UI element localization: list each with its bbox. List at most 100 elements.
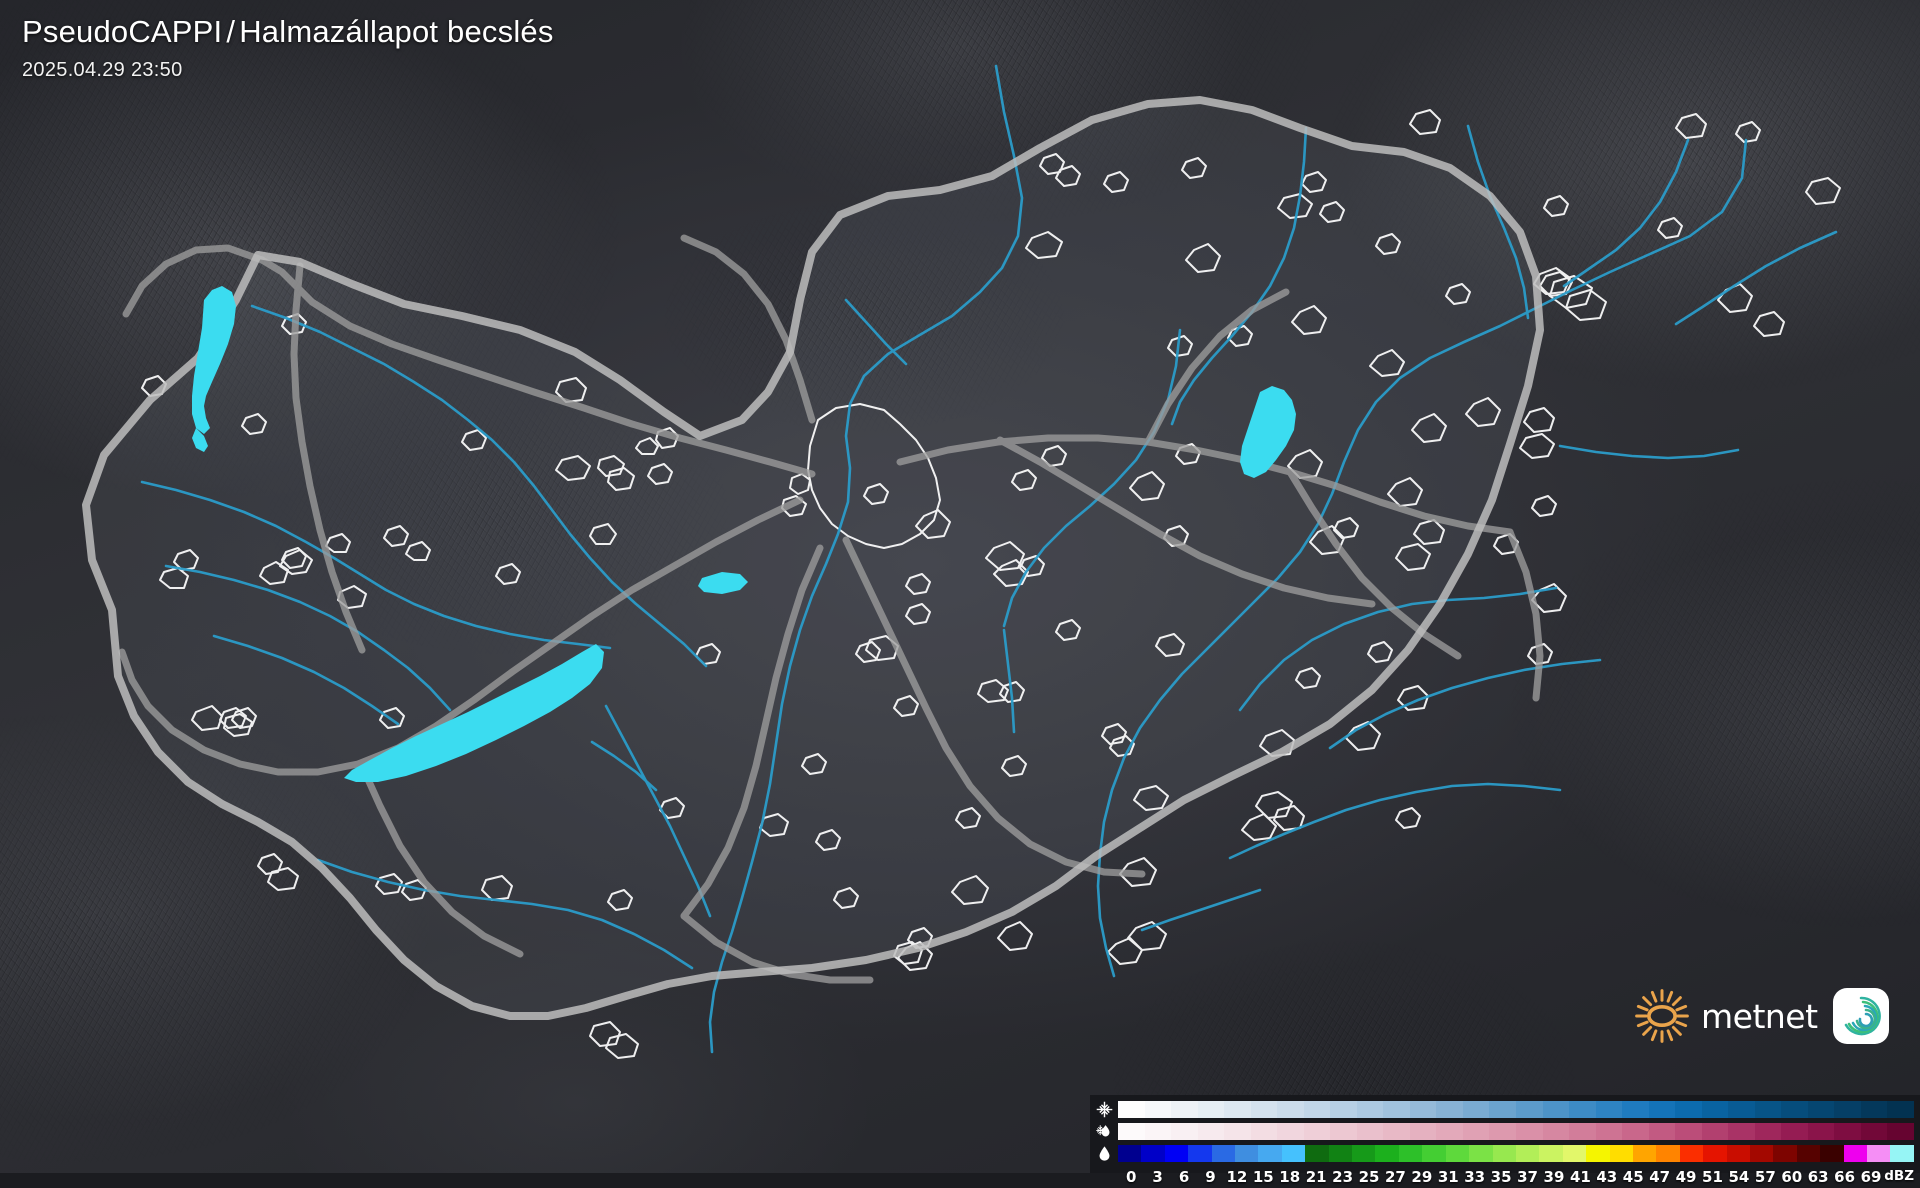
legend-swatch (1675, 1101, 1702, 1118)
legend-swatch (1632, 1145, 1657, 1162)
legend-swatch (1330, 1101, 1357, 1118)
legend-row-rain (1090, 1144, 1920, 1163)
legend-swatch (1703, 1145, 1727, 1162)
legend-tick: 27 (1384, 1168, 1406, 1186)
legend-tick: 21 (1305, 1168, 1327, 1186)
legend-swatch (1728, 1123, 1755, 1140)
legend-swatch (1235, 1145, 1259, 1162)
legend-tick: 54 (1728, 1168, 1750, 1186)
legend-swatch (1807, 1123, 1835, 1140)
legend-swatch (1352, 1145, 1376, 1162)
legend-swatch (1328, 1145, 1353, 1162)
legend-swatch (1383, 1101, 1410, 1118)
legend-swatch (1609, 1145, 1633, 1162)
legend-swatch (1834, 1101, 1861, 1118)
snowflake-icon (1090, 1101, 1118, 1118)
national-border (82, 96, 1544, 1020)
legend-swatch (1728, 1101, 1755, 1118)
legend-swatch (1887, 1101, 1914, 1118)
legend-swatch (1197, 1101, 1225, 1118)
legend-swatch (1330, 1123, 1357, 1140)
legend-tick: 60 (1781, 1168, 1803, 1186)
lake-balaton (344, 644, 604, 782)
legend-swatch (1595, 1123, 1623, 1140)
legend-swatch (1834, 1123, 1861, 1140)
rain-color-bar (1118, 1145, 1914, 1162)
legend-swatch (1171, 1123, 1198, 1140)
legend-swatch (1726, 1145, 1750, 1162)
legend-swatch (1701, 1101, 1729, 1118)
legend-tick: 35 (1490, 1168, 1512, 1186)
legend-swatch (1118, 1123, 1145, 1140)
legend-swatch (1224, 1101, 1251, 1118)
legend-swatch (1542, 1123, 1570, 1140)
legend-tick: 51 (1702, 1168, 1723, 1186)
legend-swatch (1796, 1145, 1821, 1162)
legend-swatch (1250, 1123, 1278, 1140)
legend-tick: 23 (1332, 1168, 1354, 1186)
legend-tick: 57 (1754, 1168, 1776, 1186)
legend-swatch (1144, 1101, 1172, 1118)
legend-swatch (1867, 1145, 1891, 1162)
legend-tick: 33 (1464, 1168, 1486, 1186)
legend-swatch (1303, 1101, 1331, 1118)
legend-swatch (1656, 1145, 1680, 1162)
legend-tick: 43 (1596, 1168, 1618, 1186)
lake-tisza (1240, 386, 1296, 478)
legend-swatch (1701, 1123, 1729, 1140)
legend-swatch (1648, 1123, 1676, 1140)
legend-tick: 66 (1834, 1168, 1856, 1186)
legend-swatch (1188, 1145, 1212, 1162)
legend-swatch (1118, 1145, 1142, 1162)
legend-swatch (1356, 1123, 1384, 1140)
legend-swatch (1754, 1123, 1782, 1140)
legend-swatch (1445, 1145, 1470, 1162)
legend-swatch (1887, 1123, 1914, 1140)
legend-swatch (1622, 1101, 1649, 1118)
legend-swatch (1422, 1145, 1446, 1162)
legend-swatch (1118, 1101, 1145, 1118)
legend-tick: 0 (1125, 1168, 1137, 1186)
lake-ferto (192, 286, 236, 434)
legend-swatch (1843, 1145, 1867, 1162)
legend-tick-labels: 0 3 6 9 12 15 18 21 23 25 27 29 31 33 35 37 39 41 43 45 47 49… (1118, 1168, 1914, 1186)
legend-swatch (1211, 1145, 1236, 1162)
sleet-icon (1090, 1123, 1118, 1140)
legend-swatch (1277, 1101, 1304, 1118)
legend-swatch (1489, 1101, 1516, 1118)
legend-swatch (1492, 1145, 1516, 1162)
legend-swatch (1569, 1123, 1596, 1140)
legend-swatch (1409, 1123, 1437, 1140)
legend-swatch (1595, 1101, 1623, 1118)
legend-swatch (1144, 1123, 1172, 1140)
legend-swatch (1409, 1101, 1437, 1118)
legend-swatch (1679, 1145, 1704, 1162)
legend-tick: dBZ (1884, 1168, 1914, 1184)
legend-swatch (1469, 1145, 1493, 1162)
legend-tick: 25 (1358, 1168, 1380, 1186)
lake-velence (698, 572, 748, 594)
legend-swatch (1141, 1145, 1165, 1162)
legend-swatch (1648, 1101, 1676, 1118)
sleet-color-bar (1118, 1123, 1914, 1140)
legend-swatch (1781, 1123, 1808, 1140)
legend-swatch (1171, 1101, 1198, 1118)
legend-swatch (1754, 1101, 1782, 1118)
legend-tick: 9 (1205, 1168, 1216, 1186)
metnet-app-badge[interactable] (1832, 988, 1889, 1044)
legend-swatch (1749, 1145, 1774, 1162)
legend-swatch (1258, 1145, 1282, 1162)
legend-swatch (1277, 1123, 1304, 1140)
metnet-branding[interactable]: metnet (1634, 988, 1889, 1044)
legend-tick: 15 (1252, 1168, 1274, 1186)
legend-swatch (1860, 1101, 1888, 1118)
legend-swatch (1489, 1123, 1516, 1140)
dbz-color-scale-legend[interactable]: 0 3 6 9 12 15 18 21 23 25 27 29 31 33 35 37 39 41 43 45 47 49… (1090, 1095, 1920, 1186)
legend-swatch (1569, 1101, 1596, 1118)
legend-tick: 37 (1517, 1168, 1538, 1186)
legend-swatch (1224, 1123, 1251, 1140)
legend-tick: 6 (1178, 1168, 1190, 1186)
